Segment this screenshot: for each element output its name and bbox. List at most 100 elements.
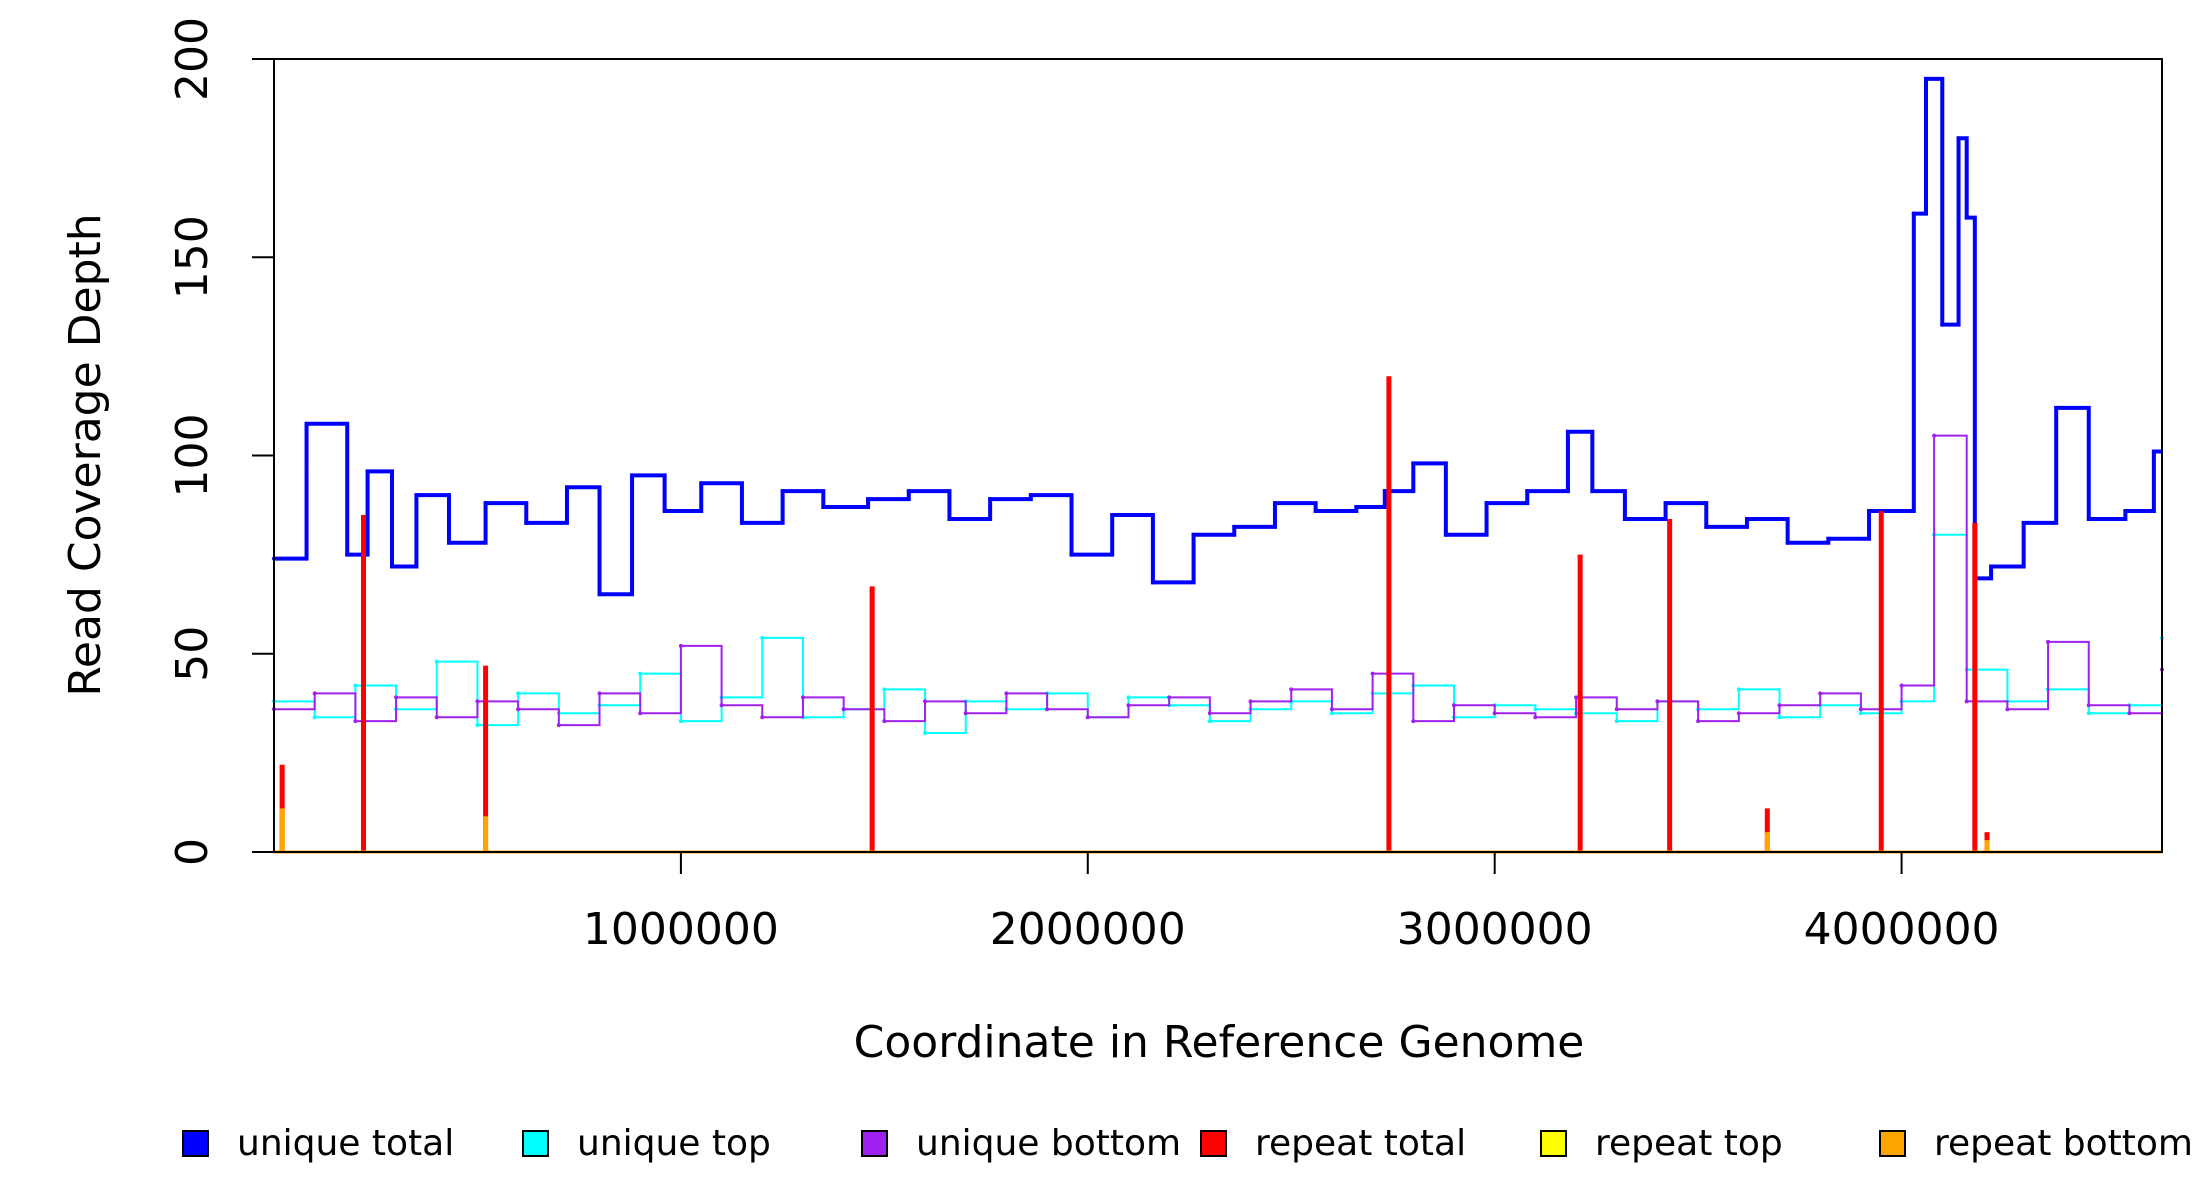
data-point [923, 731, 928, 736]
data-point [678, 719, 683, 724]
data-point [1785, 540, 1790, 545]
data-point [1484, 501, 1489, 506]
series-line [274, 434, 2163, 727]
data-point [394, 695, 399, 700]
data-point [760, 635, 765, 640]
data-point [2151, 449, 2156, 454]
data-point [1911, 211, 1916, 216]
data-point [638, 671, 643, 676]
data-point [1533, 707, 1538, 712]
y-tick-label: 200 [167, 17, 218, 101]
data-point [345, 552, 350, 557]
data-point [1736, 711, 1741, 716]
data-point [760, 715, 765, 720]
data-point [1736, 687, 1741, 692]
y-axis-label: Read Coverage Depth [60, 213, 111, 696]
data-point [821, 505, 826, 510]
data-point [1354, 505, 1359, 510]
data-point [739, 520, 744, 525]
data-point [1382, 489, 1387, 494]
legend-item-unique-top: unique top [522, 1123, 771, 1164]
data-point [2005, 707, 2010, 712]
data-point [882, 719, 887, 724]
data-point [1663, 501, 1668, 506]
data-point [1110, 512, 1115, 517]
data-point [1207, 719, 1212, 724]
data-point [475, 723, 480, 728]
data-point [516, 691, 521, 696]
series-line [274, 76, 2162, 597]
data-point [1964, 699, 1969, 704]
data-point [2127, 711, 2132, 716]
data-point [1924, 76, 1928, 81]
data-point [1704, 524, 1709, 529]
data-point [2046, 639, 2051, 644]
data-point [2086, 711, 2091, 716]
legend-item-repeat-top: repeat top [1540, 1123, 1783, 1164]
data-point [947, 516, 952, 521]
data-point [1126, 703, 1131, 708]
data-point [1525, 489, 1530, 494]
data-point [1956, 136, 1961, 141]
data-point [390, 564, 394, 569]
data-point [699, 481, 704, 486]
legend-swatch [1540, 1130, 1567, 1157]
data-point [1696, 719, 1701, 724]
x-axis: 1000000 2000000 3000000 4000000 [583, 852, 2000, 955]
data-point [597, 592, 602, 597]
data-point [1329, 707, 1334, 712]
data-point [882, 687, 887, 692]
legend-label: repeat top [1595, 1123, 1783, 1164]
data-point [1272, 501, 1277, 506]
data-point [1899, 683, 1904, 688]
data-point [1574, 695, 1579, 700]
series-unique-total [272, 76, 2162, 597]
data-point [780, 489, 785, 494]
data-point [475, 699, 480, 704]
data-point [434, 659, 439, 664]
data-point [1313, 509, 1318, 514]
legend-swatch [182, 1130, 209, 1157]
legend-label: repeat total [1255, 1123, 1466, 1164]
data-point [312, 715, 317, 720]
legend-item-unique-bottom: unique bottom [861, 1123, 1181, 1164]
data-point [2086, 703, 2091, 708]
data-point [1329, 711, 1334, 716]
data-point [414, 493, 419, 498]
data-point [1858, 711, 1863, 716]
data-point [483, 501, 488, 506]
legend: unique total unique top unique bottom repea… [182, 1123, 2193, 1164]
legend-swatch [861, 1130, 888, 1157]
data-point [2054, 405, 2059, 410]
data-point [312, 691, 317, 696]
legend-item-repeat-total: repeat total [1200, 1123, 1466, 1164]
legend-item-unique-total: unique total [182, 1123, 454, 1164]
data-point [1452, 703, 1456, 708]
y-tick-label: 100 [167, 414, 218, 498]
data-point [1655, 699, 1660, 704]
data-point [434, 715, 439, 720]
data-point [841, 707, 846, 712]
data-point [365, 469, 370, 474]
data-point [1411, 461, 1416, 466]
data-point [662, 509, 667, 514]
data-point [1614, 719, 1619, 724]
series-repeat-total [274, 376, 2162, 854]
data-point [719, 703, 724, 708]
data-point [1744, 516, 1749, 521]
data-point [923, 699, 928, 704]
data-point [524, 520, 529, 525]
data-point [1045, 707, 1050, 712]
data-point [353, 683, 358, 688]
x-axis-label: Coordinate in Reference Genome [854, 1017, 1585, 1068]
data-point [1191, 532, 1196, 537]
data-point [516, 707, 521, 712]
x-tick-label: 4000000 [1804, 904, 2000, 955]
data-point [1858, 707, 1863, 712]
data-point [1289, 687, 1294, 692]
y-tick-label: 150 [167, 215, 218, 299]
data-point [2086, 516, 2091, 521]
data-point [1443, 532, 1448, 537]
data-point [1150, 580, 1155, 585]
